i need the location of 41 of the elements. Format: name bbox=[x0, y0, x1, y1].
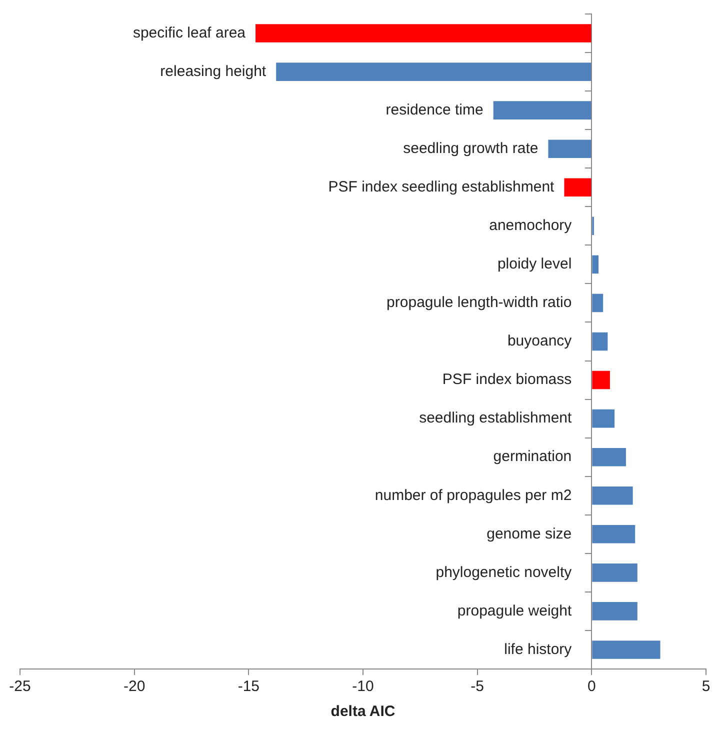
y-tick-label: genome size bbox=[486, 525, 572, 542]
x-tick-label: 5 bbox=[702, 678, 710, 696]
y-tick-label: residence time bbox=[386, 101, 484, 118]
bar bbox=[592, 564, 638, 582]
bar bbox=[592, 640, 660, 659]
x-tick-label: -25 bbox=[9, 678, 31, 696]
y-tick-label: germination bbox=[493, 448, 572, 466]
y-tick-label: specific leaf area bbox=[132, 24, 246, 42]
x-tick-label: 0 bbox=[587, 678, 596, 696]
x-tick-label: -5 bbox=[470, 678, 484, 696]
x-tick-label: -15 bbox=[238, 678, 260, 696]
bar bbox=[592, 255, 599, 274]
bar bbox=[548, 140, 592, 158]
bar bbox=[592, 332, 608, 351]
bar bbox=[276, 62, 592, 81]
bar bbox=[592, 448, 626, 466]
bar bbox=[592, 602, 638, 620]
y-tick-label: releasing height bbox=[160, 62, 267, 80]
bar bbox=[592, 294, 604, 312]
bar bbox=[564, 178, 592, 197]
y-tick-label: anemochory bbox=[489, 217, 572, 234]
y-tick-label: number of propagules per m2 bbox=[374, 486, 572, 504]
x-axis-title: delta AIC bbox=[330, 703, 396, 720]
y-tick-label: seedling establishment bbox=[419, 410, 572, 427]
bar bbox=[592, 370, 610, 390]
y-tick-label: seedling growth rate bbox=[403, 140, 538, 157]
y-tick-label: buyoancy bbox=[507, 332, 572, 350]
bar bbox=[256, 24, 592, 42]
y-tick-label: life history bbox=[504, 640, 572, 658]
y-tick-label: PSF index biomass bbox=[442, 371, 572, 388]
bar bbox=[592, 409, 615, 428]
x-tick-label: -20 bbox=[123, 678, 146, 696]
y-tick-label: ploidy level bbox=[497, 256, 572, 273]
x-tick-label: -10 bbox=[352, 678, 374, 696]
y-tick-label: PSF index seedling establishment bbox=[328, 178, 556, 196]
bar bbox=[493, 101, 592, 120]
y-tick-label: propagule weight bbox=[457, 602, 572, 620]
bar bbox=[592, 524, 636, 544]
y-tick-label: propagule length-width ratio bbox=[386, 294, 572, 312]
y-tick-label: phylogenetic novelty bbox=[436, 564, 572, 581]
bar bbox=[592, 486, 633, 505]
